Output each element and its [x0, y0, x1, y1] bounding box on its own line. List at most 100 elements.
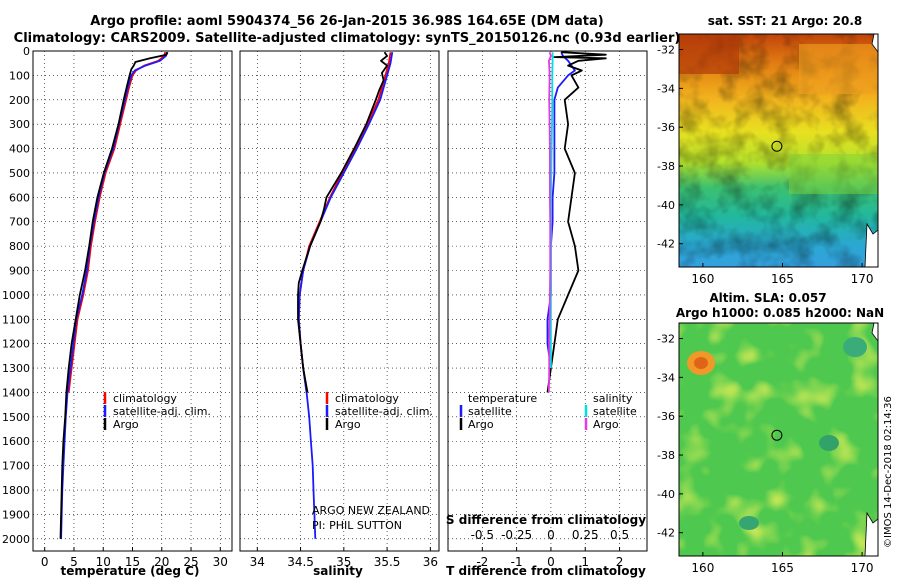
y-tick-label: 1300 — [2, 362, 30, 375]
x-tick-label: -2 — [476, 555, 488, 569]
x-tick-label: 0 — [547, 555, 555, 569]
y-tick-label: 900 — [9, 265, 30, 278]
temperature-y-ticks: 0 100 200 300 400 500 600 700 800 900 1000 1100 1200… — [2, 45, 30, 546]
map-y-tick-label: -42 — [657, 527, 675, 540]
difference-legend: temperature satellite Argo salinity sate… — [459, 392, 637, 431]
series-line-satellite-adj-clim- — [60, 51, 168, 539]
legend-label-sal-satellite: satellite — [593, 405, 637, 418]
copyright-timestamp: ©IMOS 14-Dec-2018 02:14:36 — [883, 396, 894, 548]
legend-label-climatology: climatology — [113, 392, 177, 405]
difference-lines — [546, 51, 607, 393]
legend-label-argo: Argo — [335, 418, 361, 431]
y-tick-label: 1400 — [2, 386, 30, 399]
y-tick-label: 1700 — [2, 460, 30, 473]
x-tick-label: 36 — [423, 555, 438, 569]
legend-label-temp-argo: Argo — [468, 418, 494, 431]
map-y-tick-label: -38 — [657, 449, 675, 462]
credit-line2: PI: PHIL SUTTON — [312, 519, 402, 532]
x-tick-label: 20 — [154, 555, 169, 569]
sla-map-axes — [678, 322, 879, 557]
x-tick-label: 1 — [581, 555, 589, 569]
temperature-x-label: temperature (deg C) — [61, 564, 200, 578]
map-y-tick-label: -36 — [657, 410, 675, 423]
y-tick-label: 1000 — [2, 289, 30, 302]
y-tick-label: 1800 — [2, 484, 30, 497]
salinity-lines — [297, 51, 394, 539]
difference-x-ticks: -2 -1 0 1 2 — [476, 547, 623, 569]
temperature-x-ticks: 0 5 10 15 20 25 30 — [41, 547, 228, 569]
temperature-legend: climatology satellite-adj. clim. Argo — [103, 392, 211, 431]
map-y-tick-label: -40 — [657, 488, 675, 501]
sst-profile-location-marker — [771, 140, 783, 152]
x-tick-label: 10 — [96, 555, 111, 569]
map-y-tick-label: -32 — [657, 333, 675, 346]
y-tick-label: 200 — [9, 94, 30, 107]
y-tick-label: 400 — [9, 143, 30, 156]
y-tick-label: 1100 — [2, 313, 30, 326]
y-tick-label: 500 — [9, 167, 30, 180]
series-line-climatology — [297, 52, 392, 393]
salinity-x-ticks: 34 34.5 35 35.5 36 — [250, 547, 438, 569]
figure-subtitle: Climatology: CARS2009. Satellite-adjuste… — [14, 31, 681, 46]
legend-title-salinity: salinity — [593, 392, 633, 405]
series-line-climatology — [67, 51, 167, 393]
x-tick-label: 35 — [336, 555, 351, 569]
sst-map-y-ticks: -32 -34 -36 -38 -40 -42 — [657, 44, 683, 251]
map-y-tick-label: -36 — [657, 121, 675, 134]
salinity-legend: climatology satellite-adj. clim. Argo — [325, 392, 433, 431]
s-tick-label: 0.5 — [610, 528, 629, 542]
map-y-tick-label: -34 — [657, 371, 675, 384]
salinity-x-label: salinity — [313, 564, 363, 578]
series-line-salinity-argo — [548, 51, 552, 393]
salinity-difference-ticks: -0.5 -0.25 0 0.25 0.5 — [471, 528, 629, 542]
x-tick-label: 2 — [616, 555, 624, 569]
y-tick-label: 1200 — [2, 338, 30, 351]
temperature-lines — [59, 51, 169, 539]
s-tick-label: -0.5 — [471, 528, 494, 542]
sla-map-subtitle: Argo h1000: 0.085 h2000: NaN — [676, 306, 884, 320]
x-tick-label: 0 — [41, 555, 49, 569]
y-tick-label: 1900 — [2, 508, 30, 521]
map-y-tick-label: -32 — [657, 44, 675, 57]
s-tick-label: 0 — [547, 528, 555, 542]
y-tick-label: 0 — [23, 45, 30, 58]
legend-label-sal-argo: Argo — [593, 418, 619, 431]
temperature-panel: 0 5 10 15 20 25 30 0 100 200 300 400 500 600 700 800 90… — [2, 45, 233, 578]
legend-label-argo: Argo — [113, 418, 139, 431]
salinity-axes — [239, 50, 440, 552]
map-x-tick-label: 160 — [691, 272, 714, 286]
sla-map-title: Altim. SLA: 0.057 — [709, 291, 826, 305]
legend-title-temperature: temperature — [468, 392, 537, 405]
map-x-tick-label: 165 — [771, 272, 794, 286]
sst-map-axes — [678, 33, 879, 268]
x-tick-label: -1 — [511, 555, 523, 569]
legend-label-temp-satellite: satellite — [468, 405, 512, 418]
series-line-argo — [59, 51, 169, 539]
sst-map-panel: sat. SST: 21 Argo: 20.8 — [657, 14, 879, 286]
credit-line1: ARGO NEW ZEALAND — [312, 504, 430, 517]
t-difference-label: T difference from climatology — [446, 564, 646, 578]
map-y-tick-label: -38 — [657, 160, 675, 173]
temperature-grid — [33, 50, 232, 551]
difference-panel: -2 -1 0 1 2 -0.5 -0.25 0 0.25 0.5 S difference f… — [446, 50, 648, 578]
difference-axes — [447, 50, 648, 552]
sst-map-title: sat. SST: 21 Argo: 20.8 — [708, 14, 862, 28]
difference-grid — [448, 50, 647, 551]
sla-map-panel: Altim. SLA: 0.057 Argo h1000: 0.085 h200… — [657, 291, 884, 575]
y-tick-label: 1500 — [2, 411, 30, 424]
map-x-tick-label: 170 — [851, 272, 874, 286]
x-tick-label: 30 — [213, 555, 228, 569]
map-y-tick-label: -42 — [657, 238, 675, 251]
x-tick-label: 34 — [250, 555, 265, 569]
y-tick-label: 2000 — [2, 533, 30, 546]
series-line-salinity-satellite — [550, 52, 554, 369]
s-tick-label: 0.25 — [572, 528, 599, 542]
x-tick-label: 5 — [70, 555, 78, 569]
y-tick-label: 1600 — [2, 435, 30, 448]
x-tick-label: 35.5 — [374, 555, 401, 569]
sla-map-x-ticks: 160 165 170 — [691, 552, 874, 575]
legend-label-satellite: satellite-adj. clim. — [335, 405, 433, 418]
salinity-panel: 34 34.5 35 35.5 36 salinity climatology sate… — [239, 50, 440, 578]
x-tick-label: 15 — [125, 555, 140, 569]
s-difference-label: S difference from climatology — [446, 513, 646, 527]
